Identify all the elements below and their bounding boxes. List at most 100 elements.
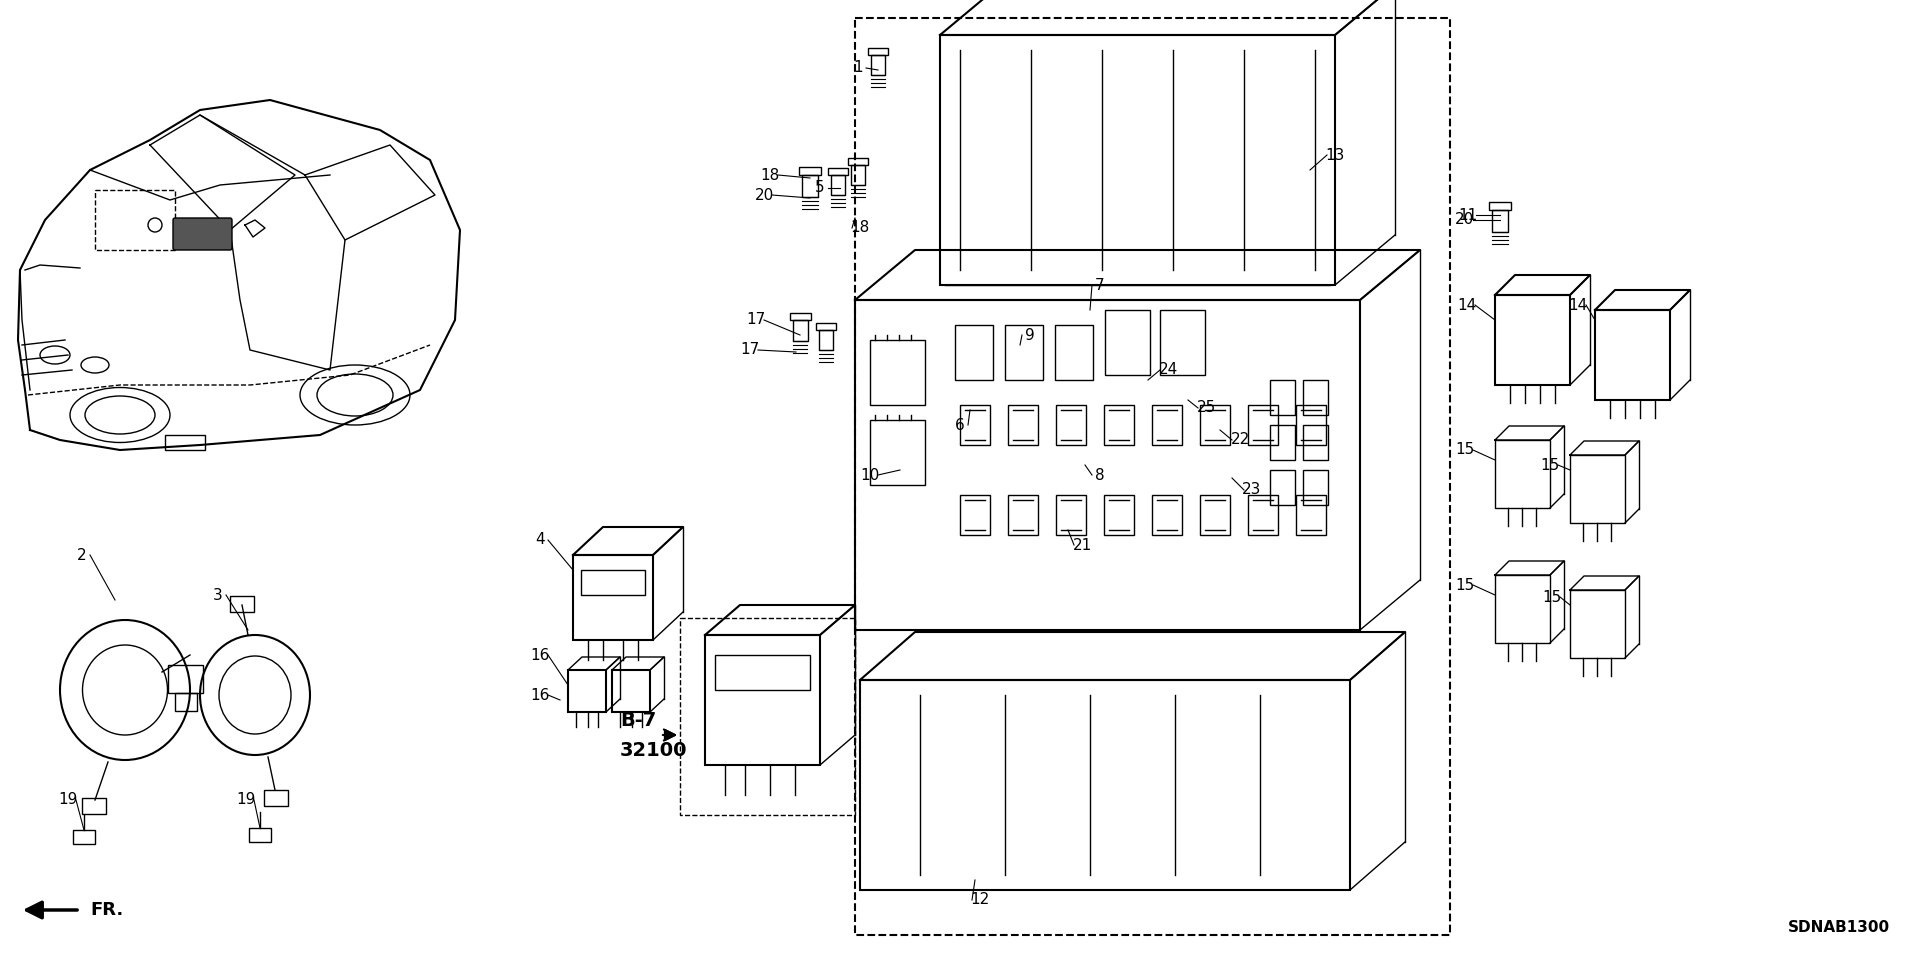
Bar — [73, 830, 94, 844]
Text: 8: 8 — [1094, 467, 1104, 482]
Bar — [870, 420, 925, 485]
Bar — [1492, 210, 1507, 232]
Text: 23: 23 — [1242, 482, 1261, 498]
Text: 10: 10 — [860, 467, 879, 482]
Bar — [831, 175, 845, 195]
Bar — [1152, 405, 1183, 445]
Bar — [680, 618, 854, 815]
Bar — [828, 168, 849, 175]
Bar — [960, 495, 991, 535]
Text: 19: 19 — [236, 792, 255, 807]
Text: 17: 17 — [741, 342, 760, 358]
Bar — [1152, 495, 1183, 535]
Bar — [250, 828, 271, 842]
Text: 1: 1 — [852, 60, 862, 76]
Bar — [1596, 310, 1670, 400]
Text: 2: 2 — [77, 548, 86, 563]
Text: B-7: B-7 — [620, 711, 657, 730]
Text: 14: 14 — [1569, 297, 1588, 313]
Bar — [854, 300, 1359, 630]
Text: 9: 9 — [1025, 328, 1035, 342]
Bar — [872, 55, 885, 75]
Text: 15: 15 — [1455, 577, 1475, 593]
Text: 24: 24 — [1158, 363, 1177, 378]
Bar — [1008, 405, 1039, 445]
Bar — [612, 670, 651, 712]
Bar — [1248, 405, 1279, 445]
Text: 21: 21 — [1073, 537, 1092, 552]
Text: 20: 20 — [755, 188, 774, 202]
FancyBboxPatch shape — [173, 218, 232, 250]
Text: 11: 11 — [1459, 207, 1478, 222]
Bar — [1496, 440, 1549, 508]
Bar — [851, 165, 866, 184]
Bar — [83, 798, 106, 814]
Bar — [860, 680, 1350, 890]
Text: 19: 19 — [58, 792, 77, 807]
Bar — [789, 313, 810, 320]
Bar — [1571, 455, 1624, 523]
Bar — [870, 340, 925, 405]
Bar — [941, 35, 1334, 285]
Text: SDNAB1300: SDNAB1300 — [1788, 920, 1889, 935]
Bar — [265, 790, 288, 806]
Bar — [1304, 380, 1329, 415]
Text: 3: 3 — [213, 588, 223, 602]
Text: FR.: FR. — [90, 901, 123, 919]
Bar — [793, 320, 808, 341]
Text: 18: 18 — [760, 168, 780, 182]
Text: 18: 18 — [851, 221, 870, 236]
Bar — [1490, 202, 1511, 210]
Bar — [1104, 495, 1135, 535]
Bar — [1571, 590, 1624, 658]
Bar — [1200, 405, 1231, 445]
Bar — [1269, 425, 1294, 460]
Bar — [960, 405, 991, 445]
Bar — [1296, 495, 1327, 535]
Bar — [705, 635, 820, 765]
Text: 32100: 32100 — [620, 740, 687, 760]
Bar — [799, 167, 822, 175]
Text: 16: 16 — [530, 647, 549, 663]
Text: 15: 15 — [1542, 590, 1561, 604]
Text: 13: 13 — [1325, 148, 1344, 162]
Bar — [1304, 470, 1329, 505]
Bar — [568, 670, 607, 712]
Bar — [868, 48, 887, 55]
Bar — [954, 325, 993, 380]
Text: 14: 14 — [1457, 297, 1476, 313]
Bar — [1496, 295, 1571, 385]
Text: 15: 15 — [1455, 442, 1475, 457]
Bar — [714, 655, 810, 690]
Bar — [1269, 470, 1294, 505]
Bar — [1056, 495, 1087, 535]
Bar — [169, 665, 204, 693]
Text: 25: 25 — [1196, 401, 1215, 415]
Text: 20: 20 — [1455, 213, 1475, 227]
Bar — [854, 18, 1450, 935]
Bar — [820, 330, 833, 350]
Bar — [1106, 310, 1150, 375]
Text: 5: 5 — [816, 180, 826, 196]
Bar — [803, 175, 818, 198]
Bar — [1200, 495, 1231, 535]
Bar — [572, 555, 653, 640]
Text: 4: 4 — [536, 532, 545, 548]
Bar — [1304, 425, 1329, 460]
Bar — [1496, 575, 1549, 643]
Bar — [230, 596, 253, 612]
Text: 12: 12 — [970, 893, 989, 907]
Bar — [1054, 325, 1092, 380]
Bar — [1248, 495, 1279, 535]
Bar — [1160, 310, 1206, 375]
Text: 22: 22 — [1231, 433, 1250, 448]
Bar — [1056, 405, 1087, 445]
Bar — [582, 570, 645, 595]
Bar — [816, 323, 835, 330]
Bar — [849, 158, 868, 165]
Bar — [1104, 405, 1135, 445]
Bar — [1296, 405, 1327, 445]
Bar — [175, 693, 198, 711]
Bar — [165, 435, 205, 450]
Bar — [94, 190, 175, 250]
